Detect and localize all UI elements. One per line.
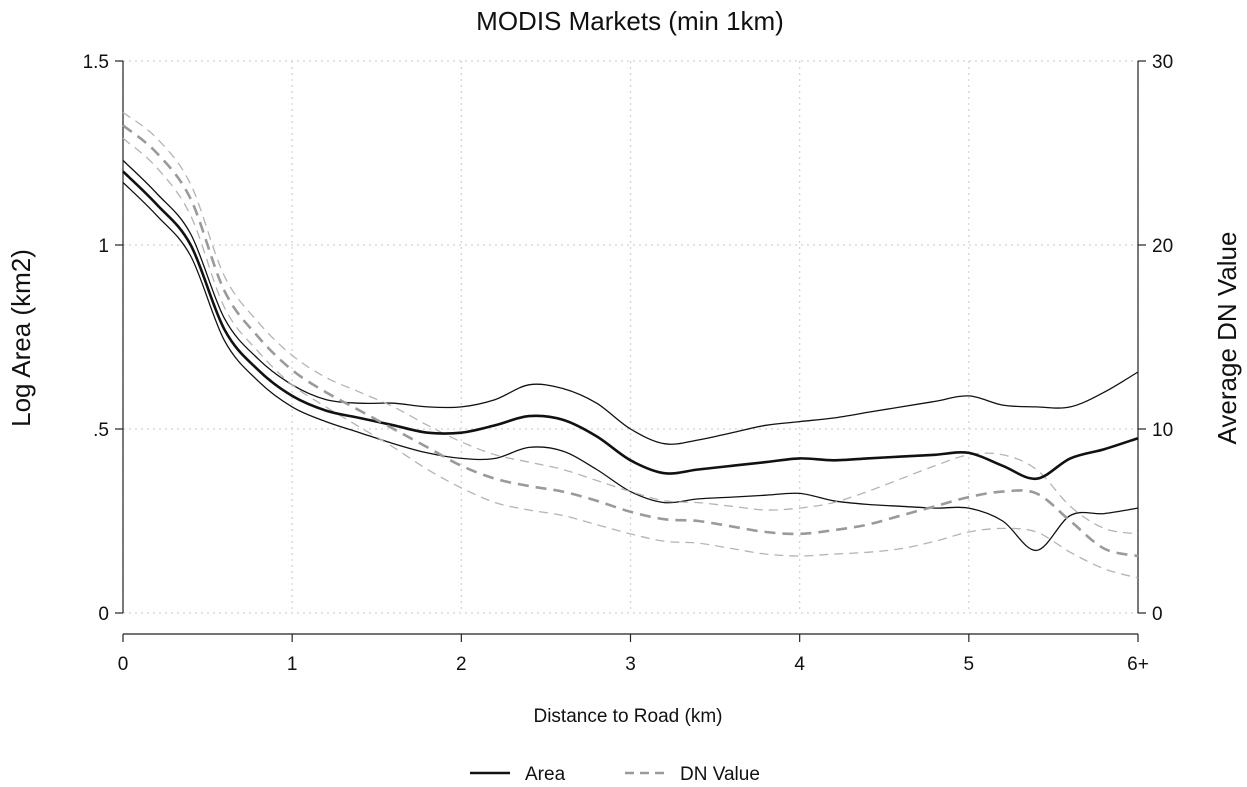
x-tick-label-6: 6+ <box>1127 654 1149 675</box>
x-tick-label-5: 5 <box>964 654 975 675</box>
legend-label-dn-value: DN Value <box>680 764 760 785</box>
legend: Area DN Value <box>470 764 760 785</box>
series-line-dn-value-lower-ci <box>122 137 1139 579</box>
y-right-tick-label-2: 20 <box>1152 236 1173 257</box>
chart-title: MODIS Markets (min 1km) <box>476 6 784 36</box>
y-left-tick-label-0: 0 <box>98 604 109 625</box>
x-tick-label-0: 0 <box>118 654 129 675</box>
axes <box>115 60 1146 642</box>
x-tick-label-3: 3 <box>625 654 636 675</box>
x-axis-label: Distance to Road (km) <box>533 706 722 727</box>
y-right-tick-label-3: 30 <box>1152 52 1173 73</box>
y-right-tick-label-1: 10 <box>1152 420 1173 441</box>
series-line-area-estimate <box>122 170 1139 481</box>
series-line-area-lower-ci <box>122 181 1139 552</box>
y-left-tick-label-3: 1.5 <box>83 52 109 73</box>
series-lines <box>122 111 1139 579</box>
y-axis-left-label: Log Area (km2) <box>6 249 36 427</box>
y-left-tick-label-1: .5 <box>93 420 109 441</box>
y-left-tick-label-2: 1 <box>98 236 109 257</box>
legend-label-area: Area <box>525 764 566 785</box>
y-right-tick-label-0: 0 <box>1152 604 1163 625</box>
x-tick-label-1: 1 <box>287 654 298 675</box>
x-tick-label-4: 4 <box>794 654 805 675</box>
y-axis-right-label: Average DN Value <box>1212 232 1242 445</box>
tick-labels: 0 .5 1 1.5 0 10 20 30 0 1 2 3 4 5 6+ <box>83 52 1174 675</box>
x-tick-label-2: 2 <box>456 654 467 675</box>
series-line-dn-value-estimate <box>122 124 1139 558</box>
